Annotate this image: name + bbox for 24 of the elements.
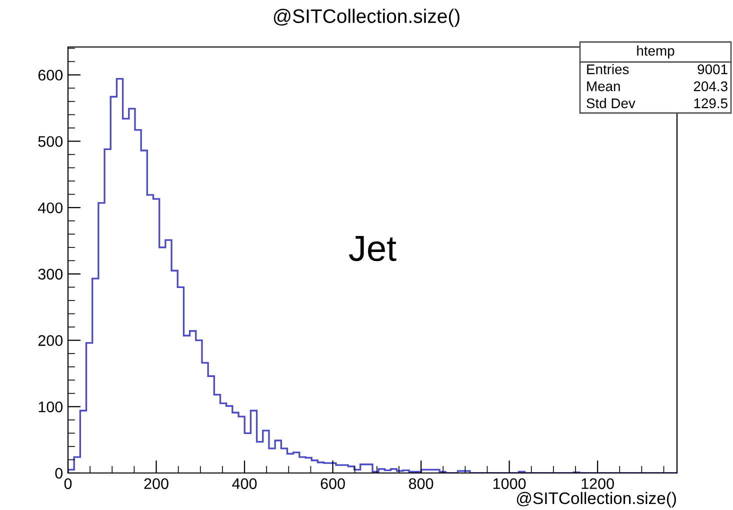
x-tick-label: 200: [144, 478, 168, 490]
x-tick-label: 400: [232, 478, 257, 490]
annotation: htemp: [637, 46, 674, 58]
annotation: Entries: [587, 64, 629, 74]
y-tick-label: 500: [38, 136, 63, 147]
text: 9001: [698, 64, 728, 74]
x-tick-label: 1000: [493, 478, 526, 490]
y-tick-label: 100: [38, 402, 63, 412]
x-tick-label: 800: [408, 478, 434, 490]
annotation: Jet: [348, 236, 396, 262]
text: 129.5: [694, 98, 728, 108]
y-tick-label: 0: [55, 468, 63, 479]
y-tick-label: 200: [38, 335, 63, 346]
annotation: Mean: [587, 82, 620, 92]
y-tick-label: 600: [38, 70, 63, 81]
x-tick-label: 1200: [582, 478, 614, 490]
x-tick-label: 0: [64, 478, 72, 490]
annotation: Std Dev: [586, 98, 636, 108]
text: 204.3: [694, 81, 728, 92]
chart-title: @SITCollection.size(): [274, 8, 460, 27]
x-tick-label: 600: [320, 478, 345, 490]
y-tick-label: 400: [38, 202, 63, 214]
y-tick-label: 300: [38, 268, 63, 280]
x-axis-title: @SITCollection.size(): [516, 492, 676, 508]
